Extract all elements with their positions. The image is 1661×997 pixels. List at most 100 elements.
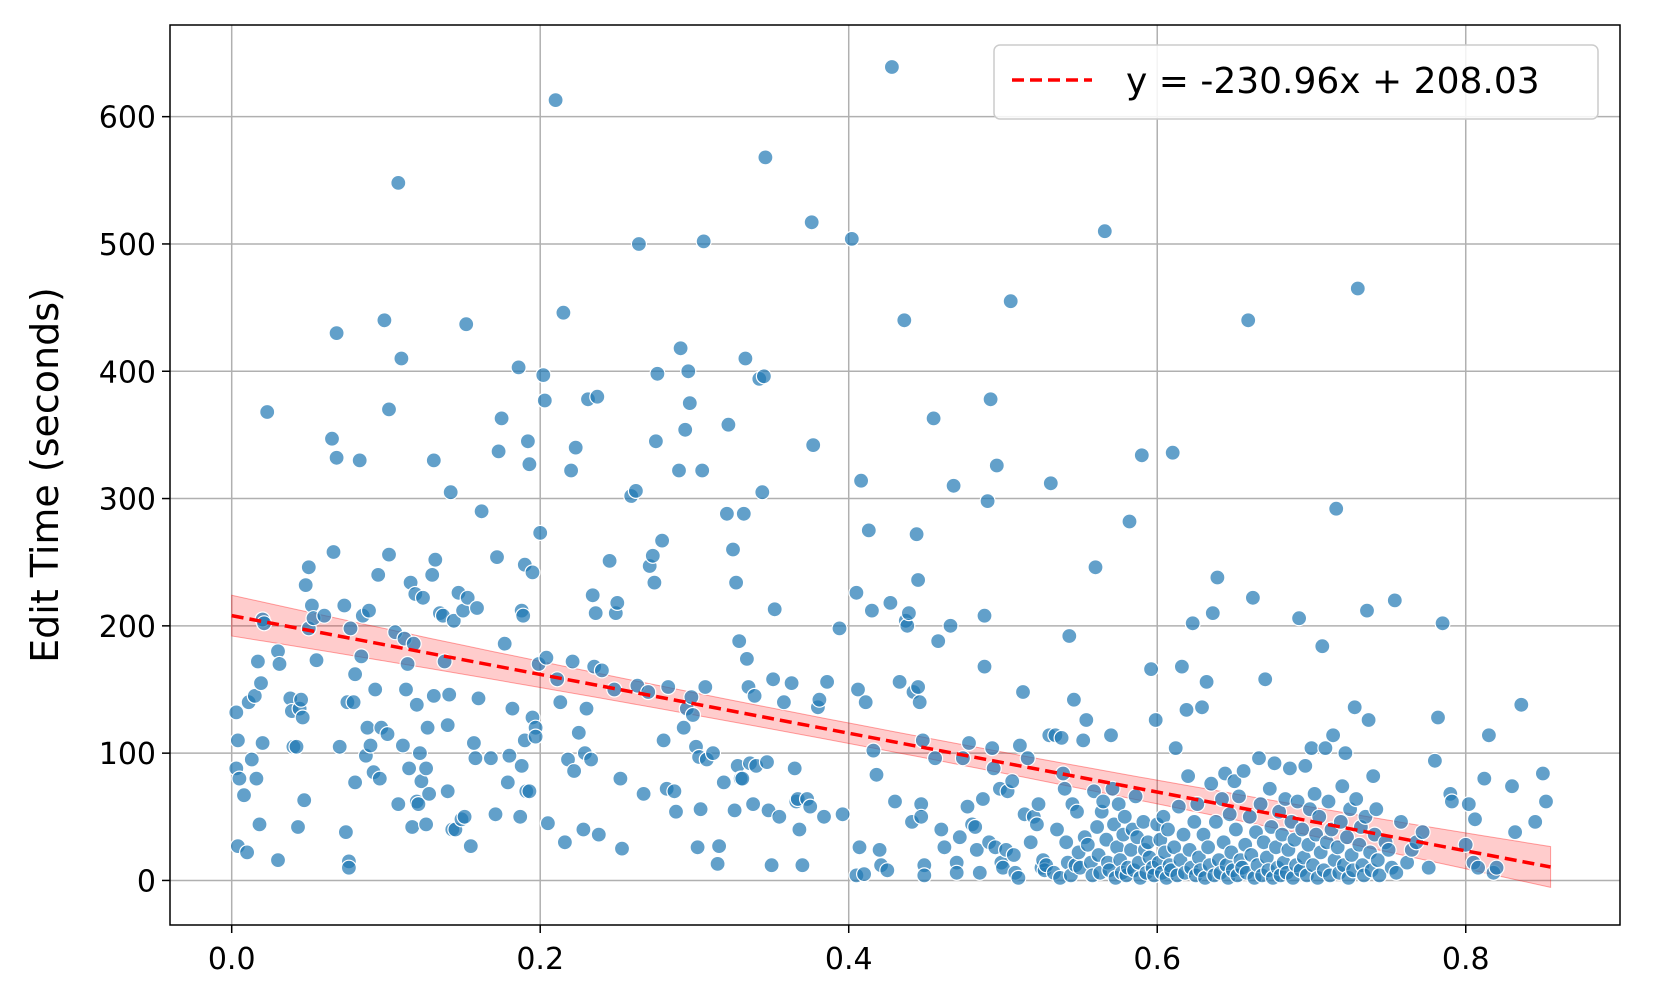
data-point [815, 808, 833, 825]
data-point [1476, 770, 1493, 787]
data-point [968, 841, 985, 859]
data-point [235, 787, 253, 804]
data-point [328, 449, 345, 466]
data-point [758, 753, 776, 771]
data-point [818, 673, 836, 691]
data-point [308, 652, 325, 669]
data-point [684, 706, 702, 724]
data-point [1116, 808, 1133, 825]
data-point [239, 844, 256, 861]
data-point [1460, 795, 1477, 813]
data-point [340, 859, 357, 876]
data-point [1068, 803, 1086, 820]
data-point [1380, 841, 1397, 859]
data-point [1294, 821, 1311, 838]
data-point [1261, 780, 1278, 797]
data-point [1198, 673, 1215, 691]
data-point [1022, 834, 1039, 851]
data-point [1324, 727, 1342, 744]
data-point [960, 734, 978, 752]
data-point [439, 716, 456, 734]
data-point [988, 457, 1005, 474]
data-point [427, 551, 444, 568]
data-point [393, 350, 410, 367]
data-point [709, 855, 726, 873]
data-point [1443, 793, 1461, 810]
data-point [496, 635, 513, 652]
data-point [1244, 589, 1262, 606]
data-point [886, 793, 904, 810]
data-point [831, 620, 848, 637]
data-point [942, 617, 959, 634]
grid-lines [170, 25, 1620, 925]
data-point [1503, 778, 1521, 795]
data-point [1058, 834, 1075, 851]
data-point [640, 683, 657, 701]
data-point [379, 725, 396, 743]
y-tick-label: 500 [99, 228, 156, 263]
data-point [666, 783, 683, 800]
data-point [805, 437, 822, 454]
data-point [763, 857, 780, 874]
data-point [467, 750, 484, 767]
data-point [380, 401, 398, 418]
data-point [933, 821, 950, 838]
data-point [271, 655, 288, 673]
data-point [589, 388, 606, 405]
data-point [1297, 757, 1314, 775]
data-point [482, 750, 499, 767]
data-point [1414, 823, 1431, 841]
x-tick-label: 0.4 [825, 942, 873, 977]
data-point [694, 462, 711, 479]
data-point [1173, 658, 1191, 675]
data-point [445, 612, 462, 629]
data-point [1085, 783, 1103, 800]
data-point [323, 430, 341, 447]
data-point [1203, 775, 1220, 792]
data-point [913, 808, 930, 825]
data-point [1166, 839, 1183, 856]
data-point [473, 503, 490, 520]
data-point [630, 235, 648, 253]
data-point [410, 795, 427, 813]
data-point [1087, 559, 1104, 576]
data-point [1207, 813, 1225, 831]
data-point [744, 795, 762, 813]
data-point [868, 766, 885, 783]
data-point [231, 770, 248, 787]
data-point [587, 604, 604, 622]
data-point [1178, 701, 1195, 719]
data-point [468, 599, 486, 617]
data-point [896, 312, 913, 329]
data-point [871, 841, 888, 859]
data-point [359, 719, 376, 736]
data-point [1281, 760, 1299, 777]
legend: y = -230.96x + 208.03 [993, 44, 1599, 120]
x-tick-label: 0.0 [208, 942, 256, 977]
data-point [718, 505, 736, 522]
data-point [293, 691, 310, 708]
data-point [916, 867, 933, 884]
data-point [855, 865, 873, 883]
data-point [1328, 500, 1345, 517]
data-point [425, 687, 442, 705]
data-point [1466, 811, 1484, 828]
data-point [879, 862, 896, 879]
data-point [1226, 773, 1243, 790]
data-point [976, 607, 993, 624]
data-point [681, 395, 698, 412]
data-point [294, 709, 311, 726]
data-point [843, 230, 860, 247]
data-point [527, 728, 544, 745]
data-point [408, 696, 425, 713]
data-point [488, 548, 506, 566]
data-point [1317, 739, 1334, 757]
data-point [951, 829, 968, 846]
data-point [1209, 569, 1226, 586]
data-point [715, 774, 732, 791]
data-point [1127, 788, 1144, 805]
data-point [710, 837, 728, 855]
data-point [948, 864, 965, 881]
data-point [1334, 778, 1351, 795]
data-point [601, 552, 618, 570]
